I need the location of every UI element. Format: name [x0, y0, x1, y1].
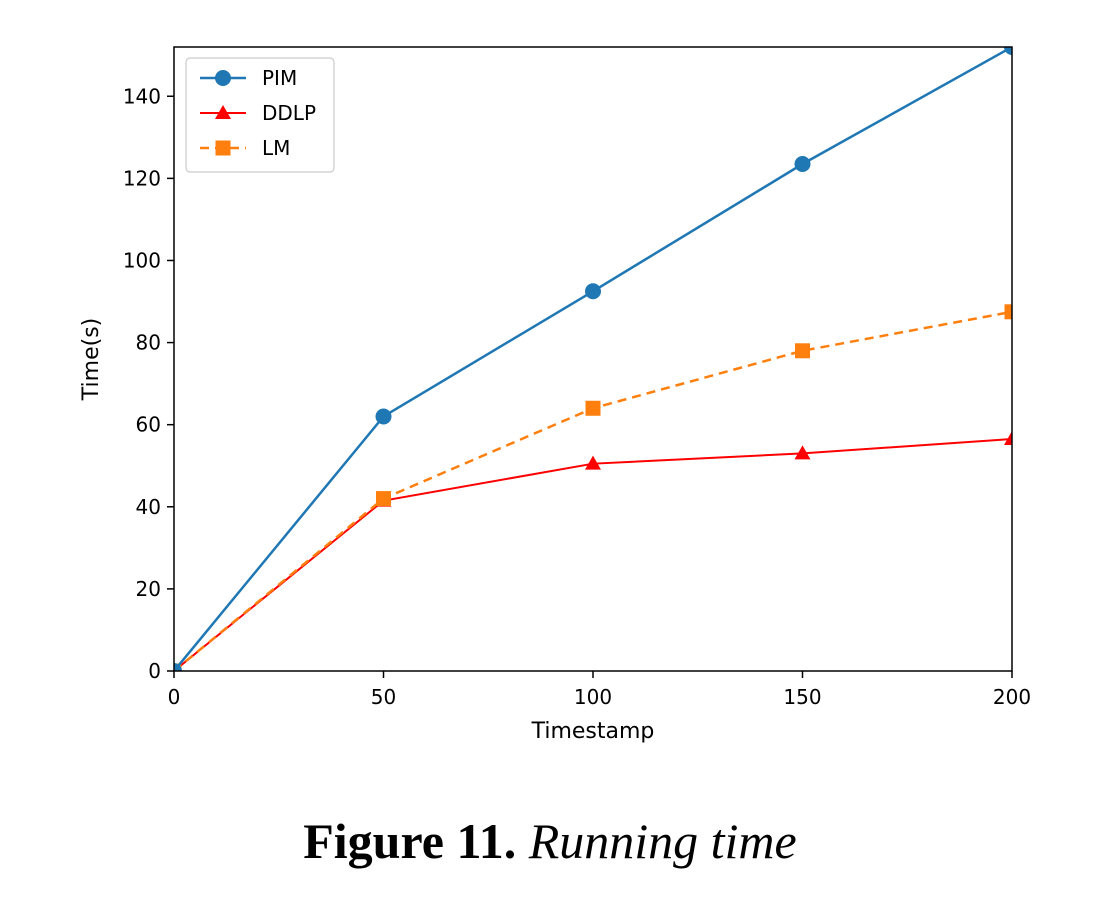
y-axis-ticks: 0 20 40 60 80 100 120 140 — [123, 84, 174, 683]
legend-label-ddlp: DDLP — [262, 101, 316, 125]
legend-item-lm: LM — [200, 136, 290, 160]
data-point-pim — [794, 156, 811, 172]
legend-marker-ddlp — [215, 105, 231, 119]
caption-label: Figure 11. — [303, 813, 517, 869]
data-point-lm — [376, 491, 391, 507]
y-tick-label: 20 — [136, 577, 161, 601]
series-line-ddlp — [174, 438, 1012, 671]
data-point-pim — [1004, 47, 1012, 55]
legend-item-pim: PIM — [200, 66, 297, 90]
plot-area — [174, 47, 1012, 671]
legend-marker-pim — [215, 70, 231, 86]
caption-text: Running time — [528, 813, 797, 869]
series-pim — [174, 47, 1012, 671]
data-point-pim — [375, 408, 392, 425]
y-tick-label: 100 — [123, 248, 161, 272]
legend-label-lm: LM — [262, 136, 290, 160]
x-tick-label: 50 — [371, 685, 396, 709]
x-tick-label: 150 — [783, 685, 821, 709]
x-axis-label: Timestamp — [531, 719, 655, 744]
x-tick-label: 200 — [993, 685, 1031, 709]
legend-marker-lm — [215, 140, 231, 156]
figure-caption: Figure 11. Running time — [0, 812, 1100, 870]
legend-item-ddlp: DDLP — [200, 101, 316, 125]
data-point-ddlp — [1004, 431, 1012, 446]
data-point-ddlp — [585, 455, 601, 470]
y-tick-label: 80 — [136, 331, 161, 355]
y-tick-label: 60 — [136, 413, 161, 437]
y-tick-label: 140 — [123, 84, 161, 108]
x-tick-label: 0 — [168, 685, 181, 709]
y-tick-label: 0 — [148, 659, 161, 683]
y-tick-label: 40 — [136, 495, 161, 519]
legend-label-pim: PIM — [262, 66, 297, 90]
axes-frame — [173, 46, 1013, 672]
data-point-pim — [585, 283, 601, 300]
x-tick-label: 100 — [574, 685, 612, 709]
series-lm — [174, 304, 1012, 671]
data-point-ddlp — [794, 445, 811, 460]
running-time-chart: 0 50 100 150 200 0 20 40 60 80 100 120 140 Timestam… — [79, 46, 1031, 744]
data-point-lm — [1004, 304, 1012, 320]
series-ddlp — [174, 431, 1012, 671]
legend: PIM DDLP LM — [185, 57, 335, 173]
x-axis-ticks: 0 50 100 150 200 — [168, 671, 1031, 709]
y-axis-label: Time(s) — [79, 318, 104, 401]
data-point-pim — [174, 663, 182, 671]
y-tick-label: 120 — [123, 166, 161, 190]
data-point-lm — [795, 343, 810, 359]
data-point-lm — [585, 400, 601, 416]
series-line-lm — [174, 310, 1012, 671]
